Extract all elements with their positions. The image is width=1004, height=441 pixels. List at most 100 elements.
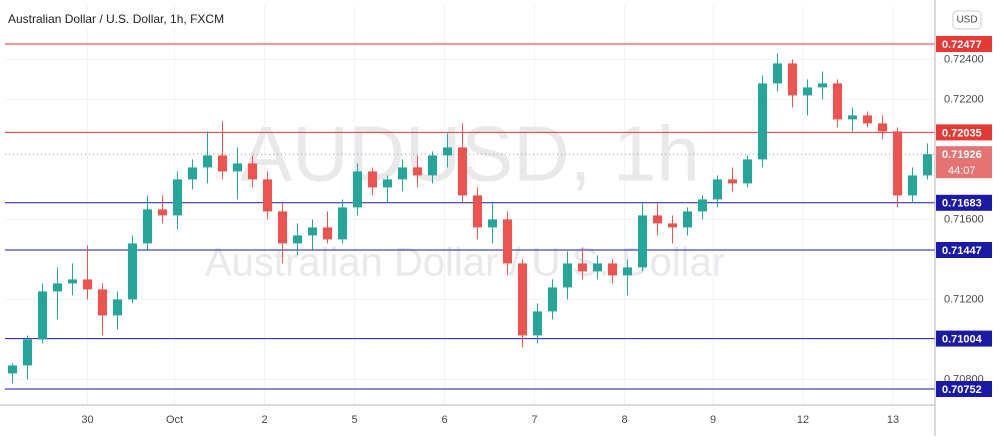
candle-body [398, 167, 407, 180]
candle-body [608, 263, 617, 276]
candle-body [38, 291, 47, 340]
level-label: 0.70752 [942, 384, 982, 396]
candle-body [818, 83, 827, 88]
candle-body [653, 215, 662, 224]
y-tick-label: 0.71200 [944, 293, 984, 305]
last-price-bg [936, 146, 992, 179]
candle-body [293, 235, 302, 244]
candle-body [113, 299, 122, 316]
candle-body [323, 227, 332, 240]
candle-body [53, 283, 62, 292]
chart-title: Australian Dollar / U.S. Dollar, 1h, FXC… [8, 12, 224, 26]
candle-body [248, 163, 257, 180]
candle-body [833, 83, 842, 120]
candle-body [908, 175, 917, 196]
candle-body [353, 171, 362, 208]
candle-body [878, 123, 887, 132]
level-label-bg [936, 124, 992, 141]
candle-body [218, 155, 227, 172]
candles [8, 53, 932, 384]
candle-body [728, 179, 737, 184]
x-tick-label: 9 [710, 414, 716, 426]
level-label: 0.72035 [942, 127, 982, 139]
x-tick-label: 8 [621, 414, 627, 426]
candle-body [698, 199, 707, 212]
levels [5, 43, 935, 390]
last-price-label: 0.71926 [942, 149, 982, 161]
level-label: 0.71004 [942, 334, 983, 346]
candle-body [773, 63, 782, 84]
candle-body [68, 279, 77, 284]
candle-body [203, 155, 212, 168]
countdown: 44:07 [948, 165, 976, 177]
candle-body [263, 179, 272, 212]
level-label: 0.71447 [942, 245, 982, 257]
candle-body [803, 87, 812, 96]
candle-body [143, 209, 152, 244]
title-bg [5, 10, 250, 28]
x-tick-label: 30 [81, 414, 93, 426]
watermark-symbol: AUDUSD, 1h [240, 110, 699, 198]
candle-body [593, 263, 602, 272]
candle-body [83, 279, 92, 290]
candle-body [428, 155, 437, 176]
candle-body [683, 211, 692, 228]
currency-button[interactable] [952, 10, 982, 30]
candle-body [413, 167, 422, 176]
candle-body [128, 243, 137, 300]
candle-body [893, 131, 902, 196]
candle-body [188, 167, 197, 180]
candle-body [158, 209, 167, 216]
x-tick-label: Oct [166, 414, 183, 426]
candle-body [488, 219, 497, 228]
candle-body [338, 207, 347, 240]
level-label-bg [936, 36, 992, 52]
candle-body [638, 215, 647, 268]
candle-body [758, 83, 767, 160]
candle-body [23, 339, 32, 366]
level-label: 0.71683 [942, 198, 982, 210]
candle-body [848, 115, 857, 120]
y-tick-label: 0.71600 [944, 213, 984, 225]
candle-body [623, 267, 632, 276]
candle-body [278, 211, 287, 244]
x-tick-label: 5 [351, 414, 357, 426]
candle-body [533, 311, 542, 336]
candle-body [233, 163, 242, 172]
candle-body [473, 195, 482, 228]
candle-body [863, 115, 872, 124]
candle-body [923, 154, 932, 176]
candle-body [563, 263, 572, 288]
candle-body [308, 227, 317, 236]
level-label: 0.72477 [942, 39, 982, 51]
candle-body [173, 179, 182, 216]
level-label-bg [936, 330, 992, 347]
candle-body [368, 171, 377, 188]
x-tick-label: 12 [797, 414, 809, 426]
y-tick-label: 0.72400 [944, 53, 984, 65]
candle-body [548, 287, 557, 312]
level-label-bg [936, 194, 992, 211]
x-tick-label: 6 [441, 414, 447, 426]
candle-body [518, 263, 527, 336]
candle-body [668, 223, 677, 228]
level-label-bg [936, 242, 992, 258]
candle-body [443, 147, 452, 156]
y-tick-label: 0.72200 [944, 93, 984, 105]
candle-body [98, 289, 107, 316]
candle-body [383, 179, 392, 188]
candle-body [458, 147, 467, 196]
candle-body [503, 219, 512, 264]
currency[interactable]: USD [956, 15, 977, 26]
candle-body [713, 179, 722, 200]
candle-body [743, 159, 752, 184]
candle-body [578, 263, 587, 272]
x-tick-label: 13 [887, 414, 899, 426]
x-tick-label: 2 [261, 414, 267, 426]
level-label-bg [936, 381, 992, 397]
candle-body [788, 63, 797, 96]
x-tick-label: 7 [531, 414, 537, 426]
